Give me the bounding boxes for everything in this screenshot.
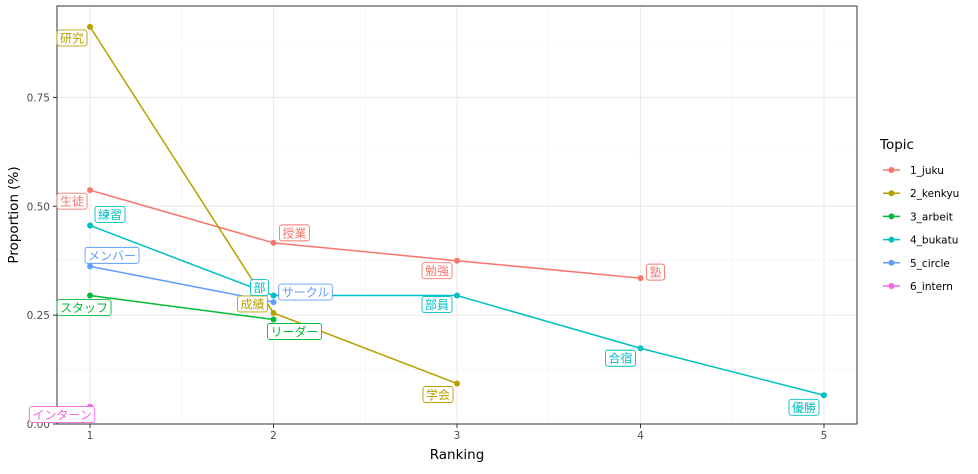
- x-tick-label: 2: [270, 430, 277, 442]
- point-label: 生徒: [60, 195, 84, 209]
- data-point-3_arbeit: [270, 316, 277, 323]
- legend-key-point: [888, 190, 895, 197]
- point-label-box: [56, 29, 88, 47]
- data-point-5_circle: [87, 263, 94, 270]
- legend-key-point: [888, 213, 895, 220]
- point-label: リーダー: [271, 324, 319, 339]
- legend-item-label: 5_circle: [910, 258, 950, 270]
- legend-item-label: 1_juku: [910, 165, 944, 177]
- point-label: 部: [254, 280, 266, 295]
- x-axis-title: Ranking: [430, 447, 485, 463]
- point-label-box: [279, 224, 310, 242]
- data-point-4_bukatu: [87, 222, 94, 229]
- point-label: 部員: [425, 297, 449, 312]
- point-label-box: [94, 205, 126, 223]
- point-label-box: [605, 349, 636, 367]
- legend-key-point: [888, 167, 895, 173]
- point-label-box: [250, 279, 269, 297]
- data-point-4_bukatu: [270, 292, 277, 299]
- point-label-box: [788, 398, 820, 416]
- point-label-box: [421, 262, 453, 280]
- point-label-box: [267, 323, 322, 340]
- x-tick-label: 3: [454, 430, 461, 442]
- legend-key-point: [888, 283, 895, 289]
- data-point-2_kenkyu: [270, 309, 277, 316]
- point-label-box: [422, 386, 454, 403]
- point-label-box: [56, 192, 88, 210]
- y-axis-title: Proportion (%): [6, 166, 22, 263]
- data-point-2_kenkyu: [454, 380, 460, 387]
- point-label: 学会: [426, 387, 450, 402]
- data-point-1_juku: [637, 275, 644, 282]
- point-label: 合宿: [608, 351, 632, 366]
- point-label: メンバー: [88, 249, 136, 263]
- point-label-box: [421, 296, 453, 314]
- y-tick-label: 0.75: [27, 92, 50, 104]
- legend-item-label: 6_intern: [910, 281, 953, 293]
- data-point-5_circle: [270, 299, 277, 306]
- point-label: 優勝: [792, 400, 816, 415]
- data-point-4_bukatu: [637, 345, 644, 352]
- series-line-3_arbeit: [89, 294, 274, 321]
- data-point-4_bukatu: [820, 392, 827, 399]
- legend-item-label: 2_kenkyu: [910, 188, 959, 200]
- data-point-1_juku: [87, 187, 94, 194]
- point-label: インターン: [32, 408, 91, 422]
- legend-key-point: [888, 259, 895, 266]
- point-label-box: [278, 283, 333, 301]
- point-label: サークル: [282, 286, 330, 300]
- data-point-2_kenkyu: [87, 23, 94, 30]
- data-point-1_juku: [270, 239, 277, 246]
- point-label-box: [56, 299, 112, 317]
- point-label-box: [84, 246, 140, 264]
- point-label-box: [28, 406, 96, 424]
- y-tick-label: 0.25: [27, 310, 50, 322]
- data-point-3_arbeit: [87, 292, 94, 299]
- legend-key-point: [888, 236, 895, 243]
- point-label: 授業: [283, 225, 307, 240]
- point-label: 成績: [241, 297, 265, 311]
- legend-item-label: 4_bukatu: [910, 235, 958, 247]
- x-tick-label: 1: [87, 430, 94, 442]
- point-label: スタッフ: [60, 301, 108, 315]
- x-tick-label: 4: [637, 430, 644, 442]
- point-label: 練習: [98, 208, 122, 222]
- legend-title: Topic: [879, 137, 914, 153]
- legend-item-label: 3_arbeit: [910, 211, 953, 223]
- point-label: 研究: [60, 30, 84, 45]
- data-point-4_bukatu: [454, 292, 460, 299]
- data-point-1_juku: [454, 257, 460, 264]
- x-tick-label: 5: [821, 430, 828, 442]
- y-tick-label: 0.50: [27, 201, 50, 213]
- point-label: 勉強: [425, 264, 449, 278]
- series-line-1_juku: [89, 189, 641, 279]
- point-label-box: [646, 263, 665, 281]
- point-label: 塾: [649, 265, 661, 280]
